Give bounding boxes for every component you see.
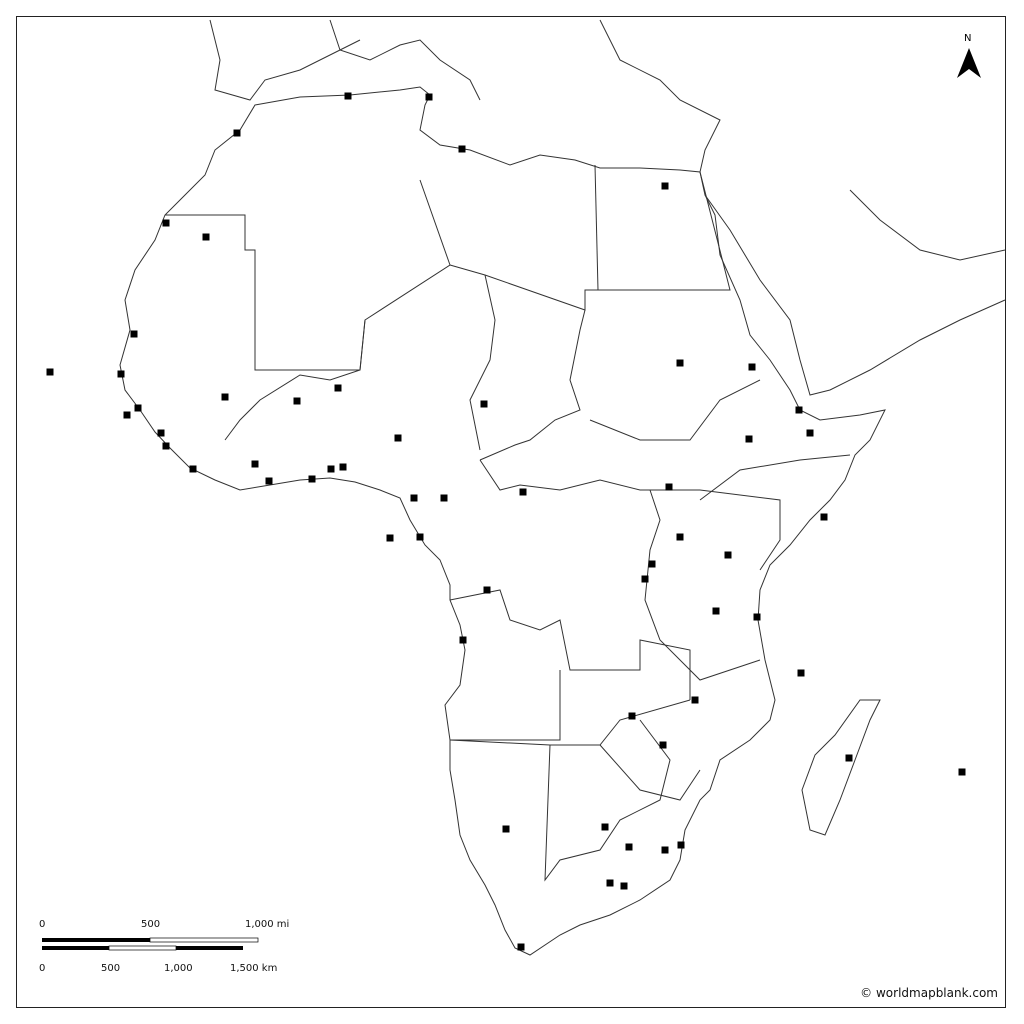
capital-marker	[46, 368, 54, 376]
scale-km-1500: 1,500 km	[230, 963, 278, 974]
border-angola-drc	[449, 589, 691, 700]
capital-marker	[797, 669, 805, 677]
capital-marker	[665, 483, 673, 491]
scale-bar-miles	[42, 937, 259, 943]
capital-marker	[202, 233, 210, 241]
scale-km-500: 500	[101, 963, 121, 974]
capital-marker	[221, 393, 229, 401]
capital-marker	[745, 435, 753, 443]
capital-marker	[795, 406, 803, 414]
capital-marker	[724, 551, 732, 559]
capital-marker	[620, 882, 628, 890]
capital-marker	[517, 943, 525, 951]
border-sudan-ssudan	[589, 379, 761, 441]
scale-km-0: 0	[39, 963, 46, 974]
capital-marker	[659, 741, 667, 749]
capital-marker	[123, 411, 131, 419]
anatolia-levant-coast	[599, 19, 721, 173]
north-label: N	[964, 33, 972, 44]
capital-marker	[712, 607, 720, 615]
scale-km-1000: 1,000	[164, 963, 193, 974]
capital-marker	[308, 475, 316, 483]
gulf-coast	[849, 189, 1006, 261]
capital-marker	[676, 359, 684, 367]
capital-marker	[293, 397, 301, 405]
border-egypt-libya	[594, 164, 599, 291]
capital-marker	[440, 494, 448, 502]
capital-marker	[691, 696, 699, 704]
capital-marker	[806, 429, 814, 437]
border-car-drc	[479, 459, 700, 491]
capital-marker	[480, 400, 488, 408]
capital-marker	[162, 219, 170, 227]
map-frame	[16, 16, 1006, 1008]
capital-marker	[748, 363, 756, 371]
border-mali-sahel	[224, 319, 366, 441]
capital-marker	[327, 465, 335, 473]
scale-bar-km	[42, 945, 243, 951]
border-east	[644, 489, 761, 681]
capital-marker	[416, 533, 424, 541]
border-zambia	[449, 670, 691, 746]
capital-marker	[958, 768, 966, 776]
capital-marker	[459, 636, 467, 644]
capital-marker	[157, 429, 165, 437]
capital-marker	[625, 843, 633, 851]
capital-marker	[661, 846, 669, 854]
capital-marker	[845, 754, 853, 762]
capital-marker	[458, 145, 466, 153]
capital-marker	[677, 841, 685, 849]
capital-marker	[251, 460, 259, 468]
capital-marker	[162, 442, 170, 450]
capital-marker	[233, 129, 241, 137]
scale-mi-0: 0	[39, 919, 46, 930]
capital-marker	[425, 93, 433, 101]
capital-marker	[753, 613, 761, 621]
border-botswana	[544, 719, 671, 882]
italy-coast	[329, 19, 481, 101]
capital-marker	[334, 384, 342, 392]
capital-marker	[130, 330, 138, 338]
capital-marker	[519, 488, 527, 496]
capital-marker	[410, 494, 418, 502]
capital-marker	[676, 533, 684, 541]
credit-text: © worldmapblank.com	[860, 986, 998, 1000]
border-kenya	[699, 489, 781, 571]
capital-marker	[134, 404, 142, 412]
border-niger-chad	[469, 274, 496, 451]
capital-marker	[189, 465, 197, 473]
capital-marker	[661, 182, 669, 190]
capital-marker	[601, 823, 609, 831]
capital-marker	[483, 586, 491, 594]
iberia-coast	[209, 19, 361, 101]
scale-mi-1000: 1,000 mi	[245, 919, 290, 930]
border-libya-egypt-sudan	[449, 171, 731, 311]
madagascar-coastline	[801, 699, 881, 836]
border-nw	[165, 179, 451, 371]
capital-marker	[339, 463, 347, 471]
capital-marker	[502, 825, 510, 833]
capital-marker	[628, 712, 636, 720]
capital-marker	[820, 513, 828, 521]
scale-mi-500: 500	[141, 919, 161, 930]
border-chad-car	[479, 309, 586, 461]
africa-coastline	[119, 86, 886, 956]
capital-marker	[344, 92, 352, 100]
north-arrow-icon	[957, 48, 981, 78]
arabia-coast	[704, 194, 1006, 396]
capital-marker	[606, 879, 614, 887]
capital-marker	[648, 560, 656, 568]
capital-marker	[641, 575, 649, 583]
capital-marker	[394, 434, 402, 442]
border-zim-moz	[599, 744, 701, 801]
capital-marker	[386, 534, 394, 542]
capital-marker	[117, 370, 125, 378]
capital-marker	[265, 477, 273, 485]
border-ethiopia-somalia	[699, 454, 851, 501]
